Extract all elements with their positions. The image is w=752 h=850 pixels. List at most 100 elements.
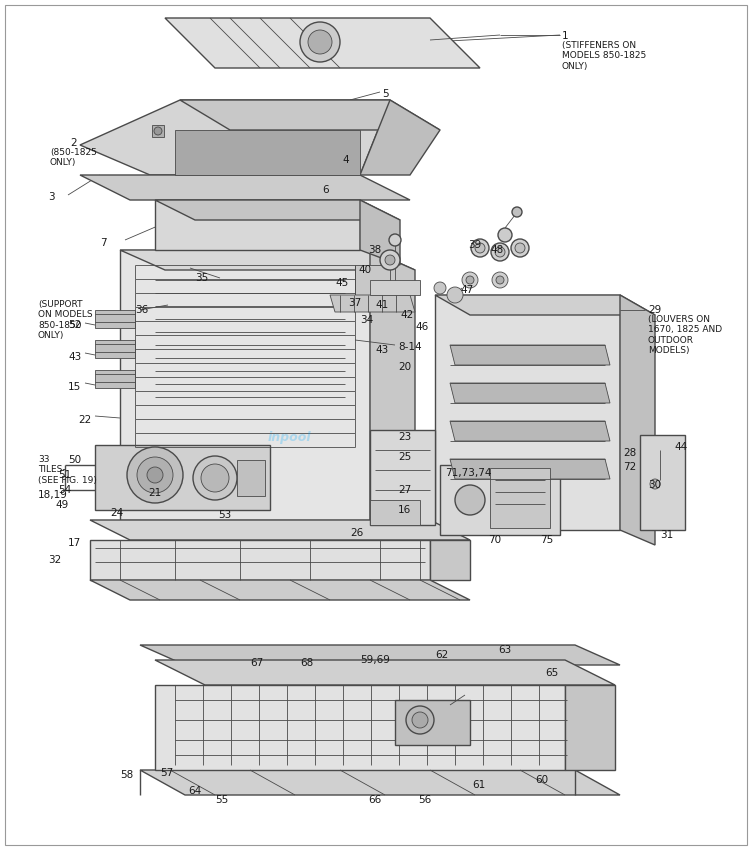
Polygon shape: [90, 540, 430, 580]
Text: 65: 65: [545, 668, 558, 678]
Text: 43: 43: [68, 352, 81, 362]
Circle shape: [496, 276, 504, 284]
Text: 23: 23: [398, 432, 411, 442]
Polygon shape: [155, 685, 565, 770]
Polygon shape: [440, 465, 560, 535]
Circle shape: [455, 485, 485, 515]
Circle shape: [127, 447, 183, 503]
Bar: [237, 460, 265, 496]
Text: 7: 7: [100, 238, 107, 248]
Text: 25: 25: [398, 452, 411, 462]
Circle shape: [147, 467, 163, 483]
Text: 17: 17: [68, 538, 81, 548]
Text: 59,69: 59,69: [360, 655, 390, 665]
Circle shape: [193, 456, 237, 500]
Text: 66: 66: [368, 795, 381, 805]
Text: 39: 39: [468, 240, 481, 250]
Text: 67: 67: [250, 658, 263, 668]
Circle shape: [201, 464, 229, 492]
Text: 26: 26: [350, 528, 363, 538]
Polygon shape: [95, 340, 135, 358]
Polygon shape: [90, 520, 470, 540]
Circle shape: [447, 287, 463, 303]
Polygon shape: [155, 660, 615, 685]
Text: 21: 21: [148, 488, 161, 498]
Circle shape: [300, 22, 340, 62]
Text: inpool: inpool: [268, 431, 311, 445]
Polygon shape: [95, 310, 135, 328]
Text: 47: 47: [460, 285, 473, 295]
Text: 63: 63: [498, 645, 511, 655]
Text: 64: 64: [188, 786, 202, 796]
Polygon shape: [370, 430, 435, 525]
Text: 42: 42: [400, 310, 414, 320]
Bar: [152, 125, 164, 137]
Text: 49: 49: [55, 500, 68, 510]
Circle shape: [412, 712, 428, 728]
Circle shape: [511, 239, 529, 257]
Text: 68: 68: [300, 658, 314, 668]
Polygon shape: [360, 200, 400, 265]
Circle shape: [492, 272, 508, 288]
Text: 2: 2: [70, 138, 77, 148]
Text: 75: 75: [540, 535, 553, 545]
Text: 24: 24: [110, 508, 123, 518]
Polygon shape: [450, 383, 610, 403]
Polygon shape: [360, 100, 440, 175]
Circle shape: [515, 243, 525, 253]
Text: 6: 6: [322, 185, 329, 195]
Circle shape: [491, 243, 509, 261]
Circle shape: [308, 30, 332, 54]
Text: 34: 34: [360, 315, 373, 325]
Polygon shape: [90, 580, 470, 600]
Circle shape: [154, 127, 162, 135]
Bar: [490, 468, 550, 528]
Text: 22: 22: [78, 415, 91, 425]
Polygon shape: [450, 459, 610, 479]
Text: 33
TILES-
(SEE FIG. 19): 33 TILES- (SEE FIG. 19): [38, 455, 97, 484]
Text: 43: 43: [375, 345, 388, 355]
Text: 32: 32: [48, 555, 61, 565]
Polygon shape: [120, 250, 370, 520]
Text: 28: 28: [623, 448, 636, 458]
Text: 52: 52: [68, 320, 81, 330]
Text: 35: 35: [195, 273, 208, 283]
Circle shape: [495, 247, 505, 257]
Polygon shape: [355, 265, 390, 310]
Text: 41: 41: [375, 300, 388, 310]
Text: 31: 31: [660, 530, 673, 540]
Polygon shape: [165, 18, 480, 68]
Text: 55: 55: [215, 795, 229, 805]
Text: 70: 70: [488, 535, 501, 545]
Circle shape: [406, 706, 434, 734]
Circle shape: [475, 243, 485, 253]
Text: 37: 37: [348, 298, 361, 308]
Text: 1: 1: [562, 31, 569, 41]
Polygon shape: [370, 280, 420, 295]
Polygon shape: [175, 130, 360, 175]
Text: (STIFFENERS ON
MODELS 850-1825
ONLY): (STIFFENERS ON MODELS 850-1825 ONLY): [562, 41, 646, 71]
Text: 61: 61: [472, 780, 485, 790]
Text: 16: 16: [398, 505, 411, 515]
Circle shape: [380, 250, 400, 270]
Text: 46: 46: [415, 322, 428, 332]
Polygon shape: [435, 295, 655, 315]
Bar: [395, 700, 470, 745]
Circle shape: [389, 234, 401, 246]
Polygon shape: [120, 250, 415, 270]
Text: 29: 29: [648, 305, 661, 315]
Circle shape: [137, 457, 173, 493]
Circle shape: [466, 276, 474, 284]
Polygon shape: [450, 421, 610, 441]
Polygon shape: [155, 200, 360, 250]
Text: 57: 57: [160, 768, 173, 778]
Circle shape: [512, 207, 522, 217]
Circle shape: [385, 255, 395, 265]
Text: 53: 53: [218, 510, 232, 520]
Text: 27: 27: [398, 485, 411, 495]
Polygon shape: [95, 445, 270, 510]
Text: 54: 54: [58, 485, 71, 495]
Polygon shape: [80, 100, 390, 175]
Polygon shape: [565, 685, 615, 770]
Polygon shape: [330, 295, 415, 312]
